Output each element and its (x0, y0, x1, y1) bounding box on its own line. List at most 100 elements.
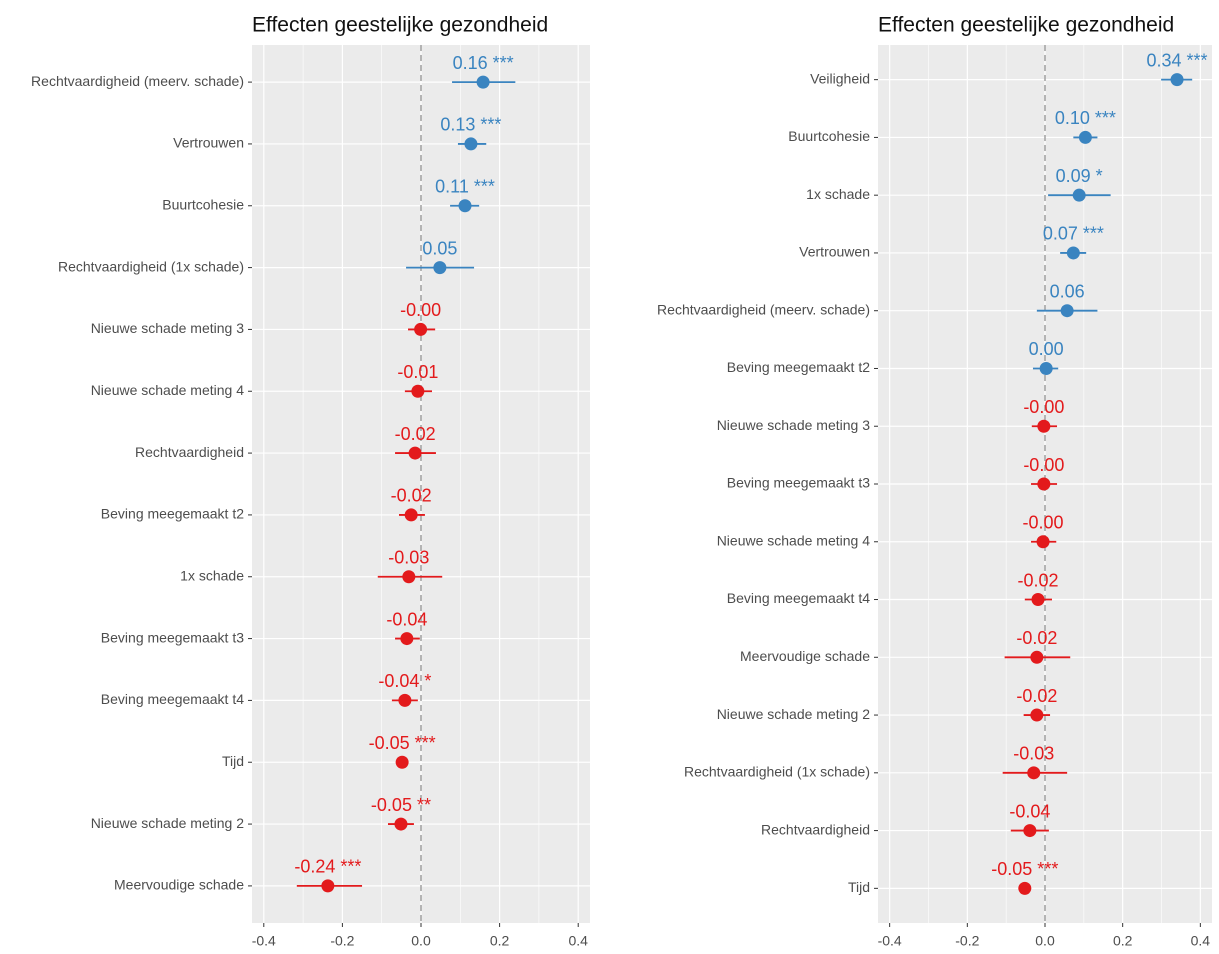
point (1023, 824, 1037, 838)
y-tick-label: Vertrouwen (173, 135, 244, 151)
point (400, 632, 414, 646)
point (408, 446, 422, 460)
value-label: -0.03 (388, 547, 429, 567)
y-tick-label: 1x schade (180, 567, 244, 583)
y-tick-label: Beving meegemaakt t2 (727, 359, 870, 375)
y-tick-label: Buurtcohesie (162, 196, 244, 212)
value-label: 0.13 *** (440, 115, 501, 135)
y-tick-label: Tijd (222, 753, 244, 769)
point (1030, 650, 1044, 664)
point (395, 755, 409, 769)
point (394, 817, 408, 831)
x-tick-label: -0.2 (955, 933, 979, 949)
value-label: -0.02 (1016, 686, 1057, 706)
x-tick-label: 0.2 (1113, 933, 1133, 949)
value-label: -0.00 (400, 300, 441, 320)
y-tick-label: Beving meegemaakt t4 (727, 590, 870, 606)
value-label: -0.04 (386, 609, 427, 629)
point (1072, 188, 1086, 202)
value-label: -0.01 (397, 362, 438, 382)
value-label: 0.34 *** (1147, 50, 1208, 70)
value-label: -0.02 (395, 424, 436, 444)
point (321, 879, 335, 893)
value-label: -0.02 (1016, 628, 1057, 648)
y-tick-label: Beving meegemaakt t4 (101, 691, 244, 707)
x-tick-label: 0.0 (1035, 933, 1055, 949)
value-label: -0.04 * (378, 671, 431, 691)
x-tick-label: -0.4 (878, 933, 902, 949)
y-tick-label: Beving meegemaakt t3 (101, 629, 244, 645)
y-tick-label: Buurtcohesie (788, 128, 870, 144)
point (1036, 535, 1050, 549)
value-label: 0.06 (1050, 281, 1085, 301)
value-label: -0.05 *** (369, 733, 436, 753)
value-label: -0.05 ** (371, 795, 431, 815)
y-tick-label: Nieuwe schade meting 2 (91, 815, 245, 831)
x-tick-label: 0.4 (568, 933, 588, 949)
y-tick-label: Beving meegemaakt t2 (101, 506, 244, 522)
x-tick-label: 0.2 (490, 933, 510, 949)
y-tick-label: Rechtvaardigheid (135, 444, 244, 460)
point (1039, 361, 1053, 375)
point (476, 75, 490, 89)
y-tick-label: Rechtvaardigheid (1x schade) (58, 258, 244, 274)
point (411, 384, 425, 398)
point (402, 570, 416, 584)
y-tick-label: Beving meegemaakt t3 (727, 475, 870, 491)
value-label: -0.02 (391, 486, 432, 506)
point (1027, 766, 1041, 780)
point (1037, 419, 1051, 433)
y-tick-label: Nieuwe schade meting 4 (91, 382, 245, 398)
point (464, 137, 478, 151)
value-label: 0.05 (422, 238, 457, 258)
value-label: 0.16 *** (453, 53, 514, 73)
value-label: -0.00 (1023, 397, 1064, 417)
y-tick-label: Nieuwe schade meting 3 (91, 320, 245, 336)
point (414, 322, 428, 336)
y-tick-label: Meervoudige schade (114, 877, 244, 893)
y-tick-label: Nieuwe schade meting 4 (717, 532, 871, 548)
y-tick-label: Rechtvaardigheid (761, 821, 870, 837)
point (1060, 304, 1074, 318)
y-tick-label: 1x schade (806, 186, 870, 202)
value-label: -0.05 *** (991, 859, 1058, 879)
point (1037, 477, 1051, 491)
value-label: 0.09 * (1056, 166, 1103, 186)
y-tick-label: Vertrouwen (799, 244, 870, 260)
y-tick-label: Nieuwe schade meting 3 (717, 417, 871, 433)
point (1031, 593, 1045, 607)
point (398, 693, 412, 707)
value-label: -0.24 *** (294, 857, 361, 877)
x-tick-label: -0.4 (252, 933, 276, 949)
point (1170, 73, 1184, 87)
value-label: 0.11 *** (435, 177, 495, 197)
point (433, 261, 447, 275)
point (1066, 246, 1080, 260)
y-tick-label: Rechtvaardigheid (1x schade) (684, 764, 870, 780)
value-label: -0.00 (1023, 455, 1064, 475)
value-label: 0.00 (1029, 339, 1064, 359)
x-tick-label: 0.4 (1191, 933, 1211, 949)
y-tick-label: Nieuwe schade meting 2 (717, 706, 871, 722)
point (458, 199, 472, 213)
value-label: -0.04 (1009, 801, 1050, 821)
x-tick-label: -0.2 (330, 933, 354, 949)
point (404, 508, 418, 522)
y-tick-label: Rechtvaardigheid (meerv. schade) (31, 73, 244, 89)
value-label: -0.00 (1023, 513, 1064, 533)
y-tick-label: Tijd (848, 879, 870, 895)
x-tick-label: 0.0 (411, 933, 431, 949)
y-tick-label: Veiligheid (810, 70, 870, 86)
value-label: -0.02 (1017, 570, 1058, 590)
chart-title: Effecten geestelijke gezondheid (252, 14, 548, 37)
chart-title: Effecten geestelijke gezondheid (878, 14, 1174, 37)
value-label: 0.07 *** (1043, 224, 1104, 244)
point (1078, 130, 1092, 144)
point (1030, 708, 1044, 722)
value-label: 0.10 *** (1055, 108, 1116, 128)
y-tick-label: Meervoudige schade (740, 648, 870, 664)
y-tick-label: Rechtvaardigheid (meerv. schade) (657, 301, 870, 317)
value-label: -0.03 (1013, 744, 1054, 764)
point (1018, 881, 1032, 895)
